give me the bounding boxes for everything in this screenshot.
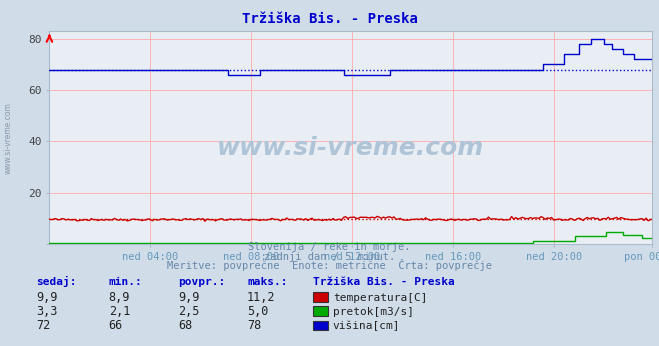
Text: temperatura[C]: temperatura[C] — [333, 293, 427, 303]
Text: sedaj:: sedaj: — [36, 276, 76, 288]
Text: Tržiška Bis. - Preska: Tržiška Bis. - Preska — [242, 12, 417, 26]
Text: pretok[m3/s]: pretok[m3/s] — [333, 307, 414, 317]
Text: 78: 78 — [247, 319, 262, 333]
Text: 68: 68 — [178, 319, 192, 333]
Text: 8,9: 8,9 — [109, 291, 130, 304]
Text: 9,9: 9,9 — [36, 291, 57, 304]
Text: 2,1: 2,1 — [109, 305, 130, 318]
Text: maks.:: maks.: — [247, 277, 287, 288]
Text: 11,2: 11,2 — [247, 291, 275, 304]
Text: 5,0: 5,0 — [247, 305, 268, 318]
Text: 66: 66 — [109, 319, 123, 333]
Text: zadnji dan / 5 minut.: zadnji dan / 5 minut. — [264, 252, 395, 262]
Text: 2,5: 2,5 — [178, 305, 199, 318]
Text: Tržiška Bis. - Preska: Tržiška Bis. - Preska — [313, 277, 455, 288]
Text: povpr.:: povpr.: — [178, 277, 225, 288]
Text: www.si-vreme.com: www.si-vreme.com — [3, 102, 13, 174]
Text: višina[cm]: višina[cm] — [333, 321, 400, 331]
Text: min.:: min.: — [109, 277, 142, 288]
Text: 72: 72 — [36, 319, 51, 333]
Text: 9,9: 9,9 — [178, 291, 199, 304]
Text: www.si-vreme.com: www.si-vreme.com — [217, 136, 484, 160]
Text: Meritve: povprečne  Enote: metrične  Črta: povprečje: Meritve: povprečne Enote: metrične Črta:… — [167, 259, 492, 271]
Text: 3,3: 3,3 — [36, 305, 57, 318]
Text: Slovenija / reke in morje.: Slovenija / reke in morje. — [248, 242, 411, 252]
